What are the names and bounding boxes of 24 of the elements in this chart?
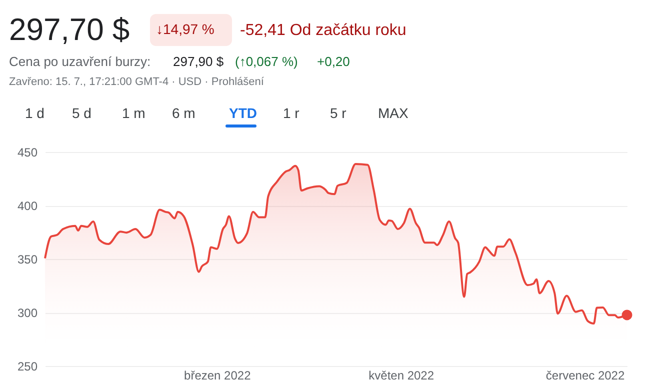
text: 6 m bbox=[172, 105, 196, 121]
x-tick-label: červenec 2022 bbox=[546, 368, 625, 382]
text: -52,41 Od začátku roku bbox=[240, 22, 406, 39]
y-tick-label: 350 bbox=[17, 252, 38, 266]
y-tick-label: 250 bbox=[17, 360, 38, 374]
text: +0,20 bbox=[317, 54, 350, 69]
y-tick-label: 400 bbox=[17, 199, 38, 213]
text: 5 d bbox=[72, 105, 92, 121]
text: 1 r bbox=[283, 105, 300, 121]
text: (↑0,067 %) bbox=[235, 54, 298, 69]
y-tick-label: 450 bbox=[17, 146, 38, 160]
text: YTD bbox=[229, 105, 257, 121]
chart-title: 297,70 $ bbox=[9, 12, 130, 47]
y-tick-label: 300 bbox=[17, 306, 38, 320]
text: 1 d bbox=[25, 105, 44, 121]
x-tick-label: květen 2022 bbox=[368, 368, 434, 382]
text: MAX bbox=[378, 105, 409, 121]
text: Cena po uzavření burzy: bbox=[9, 54, 151, 69]
text: 1 m bbox=[122, 105, 146, 121]
text: Zavřeno: 15. 7., 17:21:00 GMT-4 · USD · Prohlášení bbox=[9, 76, 265, 88]
text: 297,90 $ bbox=[173, 54, 224, 69]
text: ↓14,97 % bbox=[156, 21, 214, 37]
text: 5 r bbox=[330, 105, 347, 121]
x-tick-label: březen 2022 bbox=[184, 368, 252, 382]
